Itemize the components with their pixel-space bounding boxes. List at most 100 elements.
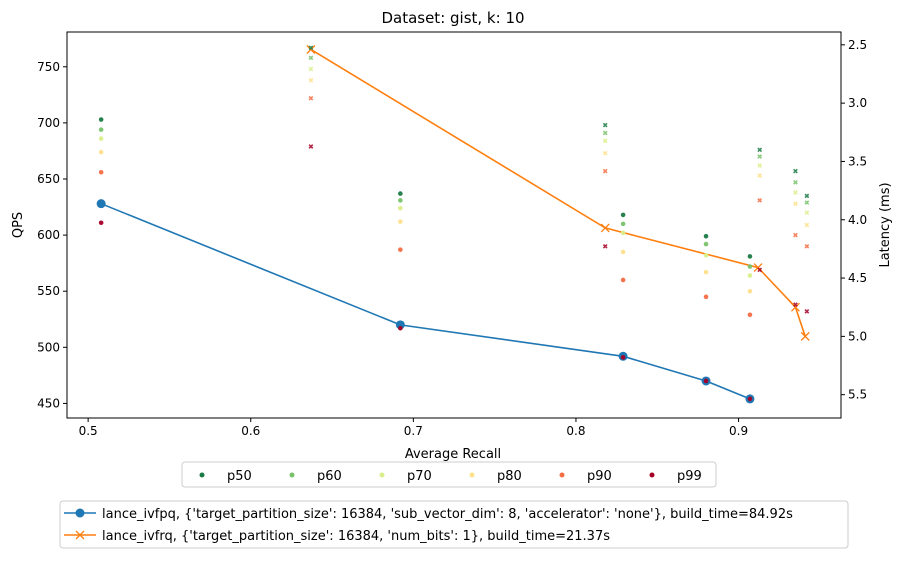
legend-label-p60: p60 (317, 469, 342, 484)
ivfpq-p50-point (98, 117, 104, 122)
ivfrq-p80-point (757, 173, 763, 178)
ivfpq-p80-point (398, 219, 403, 224)
ivfpq-p80-point (620, 249, 626, 255)
ivfrq-p70-point (793, 190, 798, 195)
ivfpq-p50-point (747, 254, 753, 259)
ivfpq-p90-point (398, 247, 403, 252)
y-right-tick-label: 5.0 (848, 329, 867, 343)
legend-marker-p99 (649, 472, 655, 478)
y-tick-label: 750 (37, 60, 60, 74)
ivfrq-p60-point (757, 154, 763, 159)
x-tick-label: 0.9 (729, 424, 748, 438)
ivfrq-p99-point (757, 267, 763, 273)
series-line-ivfrq (310, 48, 806, 337)
ivfpq-p60-point (398, 198, 403, 203)
ivfpq-p70-point (398, 205, 403, 211)
ivfpq-p60-point (703, 241, 709, 247)
x-tick-label: 0.5 (79, 424, 98, 438)
ivfpq-p99-point (747, 396, 753, 402)
ivfrq-p90-point (793, 232, 798, 238)
y-right-tick-label: 3.0 (848, 96, 867, 110)
ivfrq-p99-point (602, 243, 608, 249)
legend-label-ivfpq: lance_ivfpq, {'target_partition_size': 1… (102, 507, 793, 522)
chart-title: Dataset: gist, k: 10 (381, 9, 524, 27)
ivfpq-p50-point (620, 212, 626, 218)
ivfrq-point (306, 45, 316, 54)
y-right-tick-label: 5.5 (848, 388, 867, 402)
x-tick-label: 0.7 (404, 424, 423, 438)
ivfpq-p70-point (620, 230, 626, 236)
ivfpq-p70-point (703, 252, 709, 258)
ivfpq-p60-point (747, 264, 753, 269)
ivfpq-p60-point (620, 221, 626, 227)
ivfpq-p90-point (703, 294, 709, 300)
y-right-tick-label: 3.5 (848, 154, 867, 168)
y-tick-label: 500 (37, 340, 60, 354)
ivfrq-p50-point (757, 147, 763, 153)
legend-label-ivfrq: lance_ivfrq, {'target_partition_size': 1… (102, 529, 610, 544)
marks (96, 45, 810, 404)
y-tick-label: 650 (37, 172, 60, 186)
legend-label-p70: p70 (407, 469, 432, 484)
legend-marker-ivfrq (75, 530, 85, 540)
ivfpq-p80-point (703, 269, 709, 275)
ivfpq-p99-point (98, 220, 104, 226)
ivfpq-p50-point (398, 191, 403, 196)
ivfrq-point (600, 223, 610, 233)
ivfpq-p99-point (398, 325, 403, 331)
ivfrq-point (800, 331, 810, 341)
series-line-ivfpq (100, 202, 751, 400)
ivfrq-p80-point (602, 150, 608, 156)
ivfrq-p80-point (308, 77, 314, 83)
ivfrq-p90-point (308, 95, 314, 101)
y-right-axis-label: Latency (ms) (878, 182, 893, 267)
ivfpq-p80-point (747, 288, 753, 294)
x-tick-label: 0.8 (566, 424, 585, 438)
y-tick-label: 700 (37, 116, 60, 130)
percentile-legend: p50 p60 p70 p80 p90 p99 (181, 461, 717, 488)
ivfrq-p50-point (308, 45, 314, 51)
ivfrq-p90-point (804, 243, 810, 249)
ivfrq-p60-point (308, 55, 314, 61)
legend-marker-p50 (199, 472, 205, 478)
y-tick-label: 450 (37, 396, 60, 410)
ivfpq-p90-point (98, 169, 104, 175)
plot-area (66, 31, 842, 419)
ivfpq-point (96, 199, 106, 209)
ivfrq-p99-point (793, 302, 798, 308)
y-tick-label: 600 (37, 228, 60, 242)
x-axis-label: Average Recall (405, 447, 501, 462)
series-legend: lance_ivfpq, {'target_partition_size': 1… (59, 500, 849, 549)
ivfpq-p70-point (98, 136, 104, 141)
ivfpq-point (395, 320, 405, 330)
ivfrq-p60-point (804, 200, 810, 205)
ivfrq-p50-point (793, 168, 798, 174)
legend-marker-p80 (469, 472, 475, 478)
ivfrq-p70-point (804, 210, 810, 216)
legend-marker-ivfpq (75, 508, 85, 518)
ivfrq-p90-point (757, 197, 763, 203)
ivfpq-p80-point (98, 149, 104, 155)
ivfrq-p60-point (793, 179, 798, 185)
y-axis-label: QPS (11, 212, 26, 238)
ivfrq-point (791, 302, 800, 312)
ivfpq-p60-point (98, 127, 104, 132)
legend-label-p50: p50 (227, 469, 252, 484)
ivfrq-p90-point (602, 168, 608, 174)
ivfrq-p99-point (308, 144, 314, 149)
ivfpq-p50-point (703, 233, 709, 239)
ivfrq-p99-point (804, 309, 810, 314)
ivfpq-p90-point (747, 312, 753, 318)
ivfrq-p50-point (804, 193, 810, 199)
legend-marker-p70 (379, 472, 385, 478)
y-right-tick-label: 2.5 (848, 38, 867, 52)
ivfrq-p80-point (804, 222, 810, 228)
ivfrq-p70-point (308, 66, 314, 72)
ivfpq-p99-point (703, 378, 709, 384)
y-tick-label: 550 (37, 284, 60, 298)
ivfrq-p80-point (793, 201, 798, 207)
ivfrq-p50-point (602, 122, 608, 128)
y-right-tick-label: 4.5 (848, 271, 867, 285)
ivfrq-p70-point (757, 163, 763, 168)
